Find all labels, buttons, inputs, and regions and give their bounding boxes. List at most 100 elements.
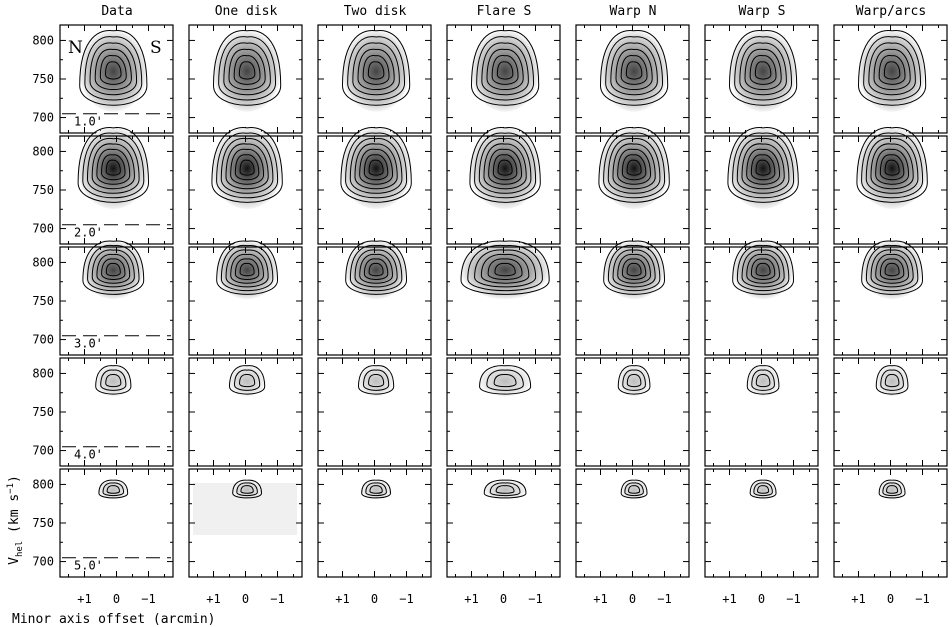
contour-line <box>865 137 919 194</box>
contour-line <box>884 262 900 277</box>
contour-line <box>483 143 527 190</box>
contour-line <box>751 369 775 391</box>
contour-line <box>476 36 535 101</box>
contour-line <box>345 240 408 295</box>
contour-line <box>106 485 120 494</box>
panel-r5-c1: 5.0' <box>59 468 174 578</box>
x-tick-label: −1 <box>786 592 800 606</box>
contour-line <box>225 143 269 190</box>
contour-line <box>96 148 131 185</box>
contour-line <box>495 485 515 494</box>
contour-line <box>861 240 924 295</box>
contour-line <box>746 365 780 395</box>
contour-line <box>746 253 780 284</box>
panel-r5-c5 <box>575 468 690 578</box>
contour-line <box>486 369 524 391</box>
column-title-two-disk: Two disk <box>344 4 407 19</box>
panel-r3-c6 <box>704 240 819 356</box>
contour-line <box>879 258 905 280</box>
x-tick-label: +1 <box>77 592 91 606</box>
panel-r1-c3 <box>317 24 432 134</box>
panel-r4-c2 <box>188 357 303 467</box>
contour-line <box>617 253 651 284</box>
y-tick-label: 800 <box>32 255 54 269</box>
panel-r5-c7 <box>833 468 948 578</box>
contour-line <box>741 249 785 288</box>
y-tick-label: 750 <box>32 405 54 419</box>
contour-line <box>369 485 383 494</box>
contour-line <box>105 61 122 80</box>
y-tick-label: 750 <box>32 294 54 308</box>
y-tick-label: 800 <box>32 366 54 380</box>
emission-fill <box>727 127 799 209</box>
y-tick-label: 700 <box>32 333 54 347</box>
contour-line <box>100 369 127 391</box>
contour-line <box>234 258 260 280</box>
x-tick-label: +1 <box>464 592 478 606</box>
row-offset-label: 4.0' <box>74 447 103 461</box>
contour-line <box>754 61 772 80</box>
contour-line <box>239 159 255 176</box>
contour-line <box>354 143 398 190</box>
contour-line <box>875 253 909 284</box>
contour-line <box>739 42 787 96</box>
panel-r3-c7 <box>833 240 948 356</box>
emission-fill <box>78 127 149 209</box>
contour-line <box>359 253 393 284</box>
x-tick-label: 0 <box>371 592 378 606</box>
panel-r2-c3 <box>317 127 432 245</box>
contour-line <box>863 36 922 101</box>
contour-line <box>750 258 776 280</box>
contour-line <box>230 253 264 284</box>
contour-line <box>470 29 540 106</box>
contour-line <box>493 373 517 388</box>
contour-line <box>749 479 777 499</box>
panel-r4-c3 <box>317 357 432 467</box>
contour-line <box>79 29 148 106</box>
contour-line <box>621 154 647 181</box>
contour-line <box>238 61 256 80</box>
contour-line <box>873 48 911 90</box>
panel-r3-c3 <box>317 240 432 356</box>
column-title-flare-s: Flare S <box>477 4 532 19</box>
x-tick-label: 0 <box>113 592 120 606</box>
emission-fill <box>856 127 928 209</box>
contour-line <box>94 48 132 90</box>
contour-line <box>359 148 394 185</box>
contour-line <box>84 36 143 101</box>
contour-line <box>612 249 656 288</box>
contour-line <box>212 29 282 106</box>
y-tick-label: 750 <box>32 72 54 86</box>
contour-line <box>220 244 274 292</box>
contour-line <box>474 249 537 288</box>
contour-line <box>625 61 643 80</box>
contour-line <box>218 36 277 101</box>
y-tick-label: 700 <box>32 555 54 569</box>
contour-line <box>232 479 263 499</box>
contour-line <box>105 262 121 277</box>
contour-line <box>89 42 138 96</box>
contour-line <box>880 369 904 391</box>
contour-line <box>624 482 644 497</box>
contour-line <box>744 48 782 90</box>
panel-r3-c4 <box>446 240 561 356</box>
x-tick-label: −1 <box>528 592 542 606</box>
contour-line <box>734 36 793 101</box>
contour-line <box>755 262 771 277</box>
x-tick-label: −1 <box>399 592 413 606</box>
contour-line <box>728 29 798 106</box>
column-title-data: Data <box>101 4 132 19</box>
panel-r1-c6 <box>704 24 819 134</box>
contour-line <box>878 54 906 85</box>
contour-line <box>750 154 776 181</box>
contour-line <box>620 54 648 85</box>
column-title-warp-n: Warp N <box>610 4 657 19</box>
contour-line <box>211 127 283 203</box>
contour-line <box>363 258 389 280</box>
contour-line <box>755 159 771 176</box>
contour-line <box>483 479 527 499</box>
x-tick-label: +1 <box>593 592 607 606</box>
contour-line <box>870 249 914 288</box>
contour-line <box>361 479 392 499</box>
y-tick-label: 800 <box>32 144 54 158</box>
